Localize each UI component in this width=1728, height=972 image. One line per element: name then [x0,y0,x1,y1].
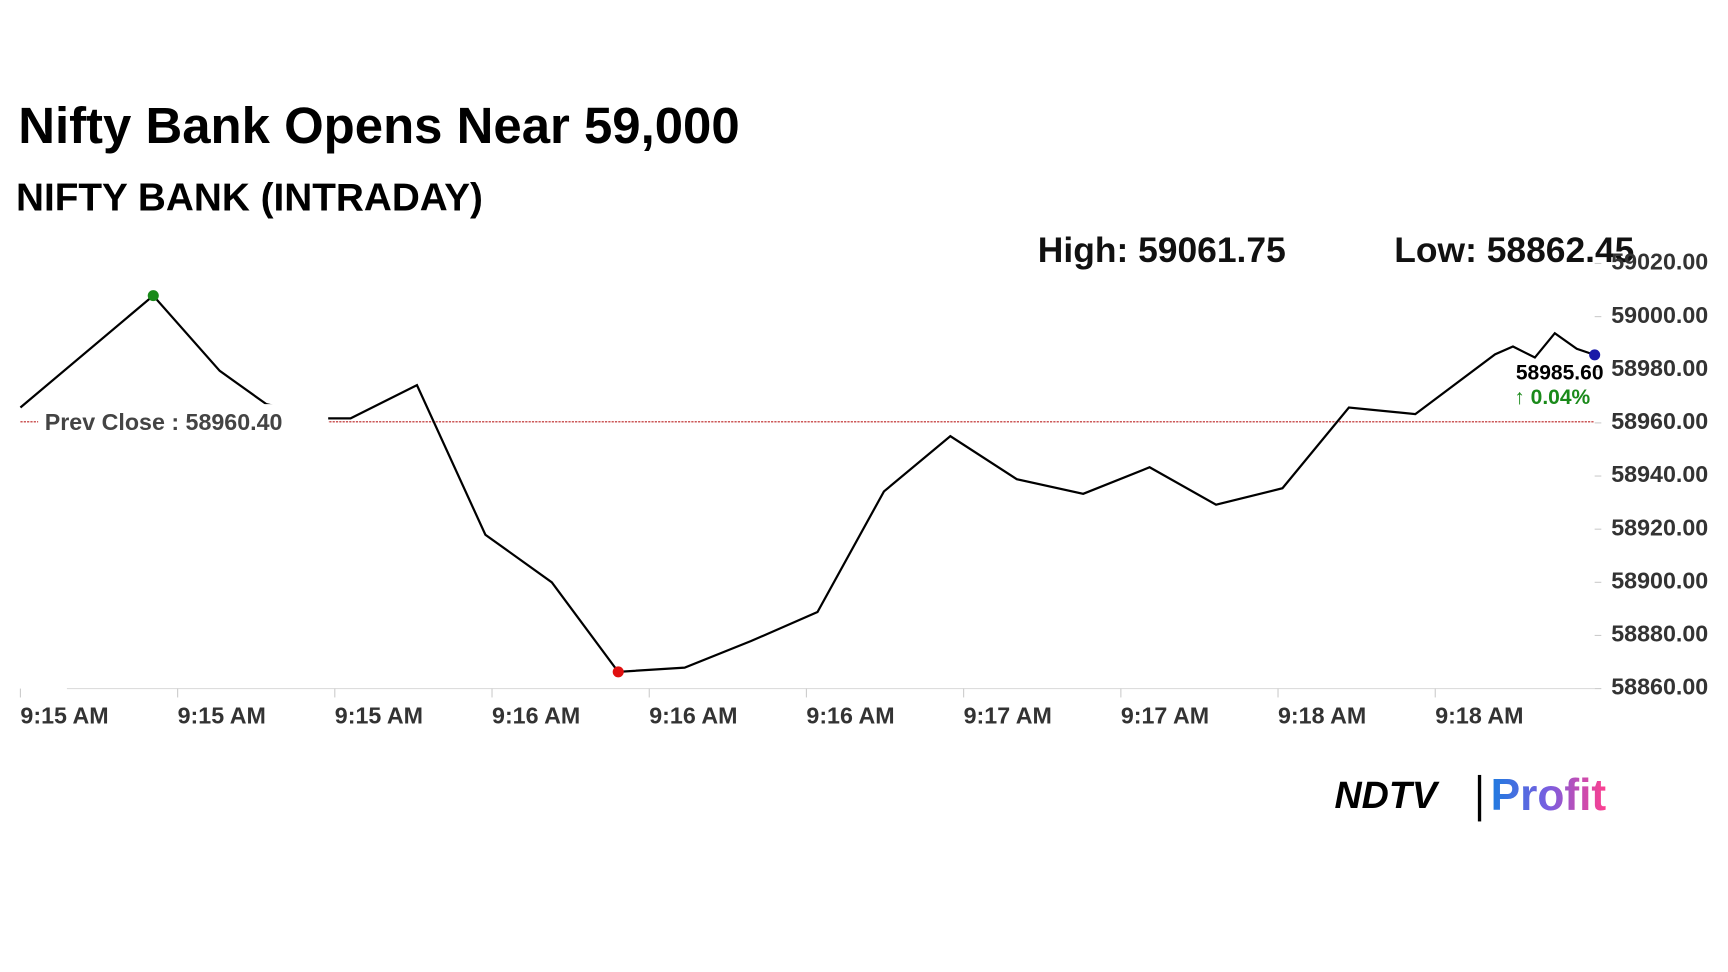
y-tick-label: 58900.00 [1611,567,1708,593]
point-marker [1589,349,1601,361]
last-value-label: 58985.60 [1516,362,1604,385]
logo-profit: Profit [1491,771,1607,820]
x-tick-label: 9:17 AM [1121,703,1209,729]
prev-close-label: Prev Close : 58960.40 [45,409,283,435]
x-tick-label: 9:18 AM [1435,703,1523,729]
low-text: Low: 58862.45 [1394,230,1634,270]
point-marker [612,666,624,678]
price-line [19,294,1596,673]
x-tick-label: 9:15 AM [20,703,108,729]
x-tick-label: 9:15 AM [335,703,423,729]
point-marker [147,290,159,302]
y-tick-label: 58920.00 [1611,514,1708,540]
change-label: ↑ 0.04% [1514,386,1590,409]
x-tick-label: 9:15 AM [178,703,266,729]
y-tick-label: 59000.00 [1611,302,1708,328]
high-text: High: 59061.75 [1038,230,1286,270]
prev-close-bg [38,404,329,440]
y-tick-label: 58940.00 [1611,461,1708,487]
x-tick-label: 9:16 AM [492,703,580,729]
x-tick-label: 9:18 AM [1278,703,1366,729]
chart-title: Nifty Bank Opens Near 59,000 [18,97,739,154]
x-tick-label: 9:16 AM [806,703,894,729]
x-tick-label: 9:16 AM [649,703,737,729]
y-tick-label: 58960.00 [1611,408,1708,434]
logo-ndtv: NDTV [1335,774,1440,816]
y-tick-label: 58980.00 [1611,355,1708,381]
chart-subtitle: NIFTY BANK (INTRADAY) [16,177,483,220]
y-tick-label: 59020.00 [1611,249,1708,275]
x-tick-label: 9:17 AM [964,703,1052,729]
y-tick-label: 58860.00 [1611,674,1708,700]
y-tick-label: 58880.00 [1611,621,1708,647]
